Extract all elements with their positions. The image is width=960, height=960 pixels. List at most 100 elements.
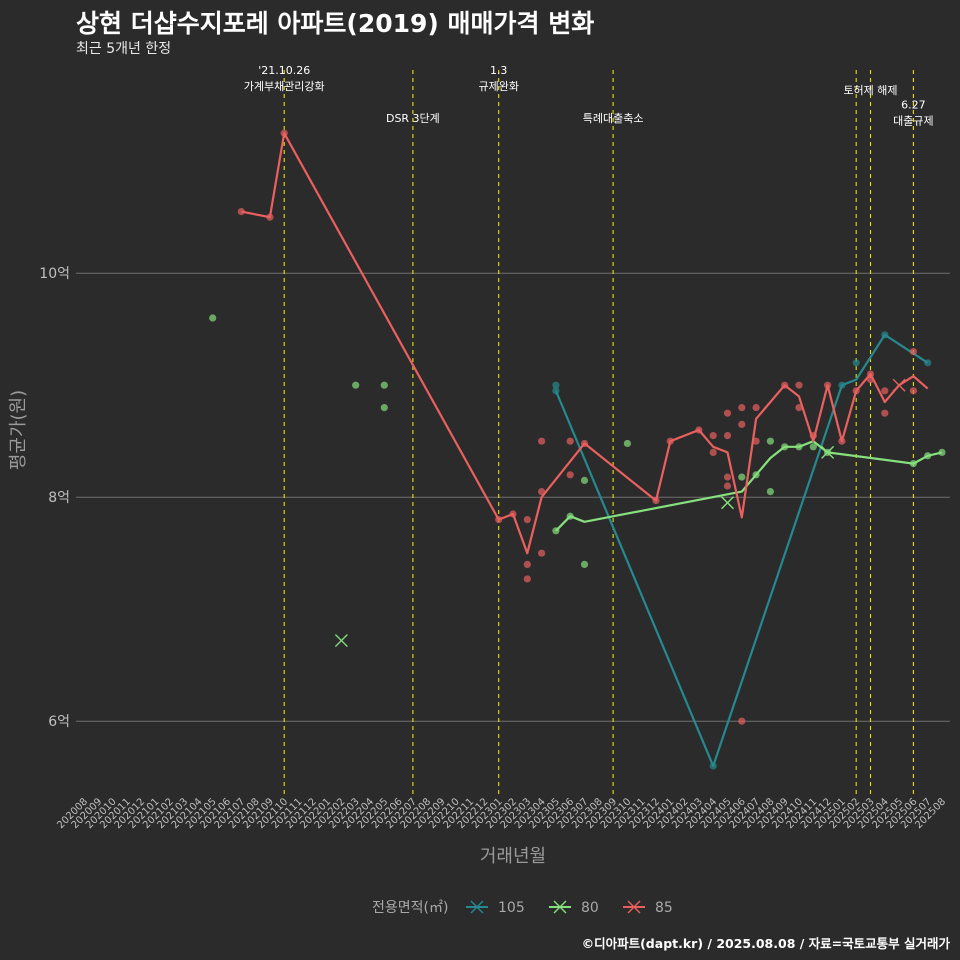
data-point-80	[795, 443, 803, 451]
data-point-80	[738, 473, 746, 481]
data-point-85	[723, 432, 732, 440]
data-point-85	[523, 516, 531, 524]
chart-title: 상현 더샵수지포레 아파트(2019) 매매가격 변화	[76, 9, 595, 38]
annotation-label: 대출규제	[893, 115, 933, 128]
data-point-80	[781, 443, 789, 451]
data-point-85	[852, 387, 860, 395]
legend: 전용면적(㎡) 105 80 85	[372, 900, 673, 916]
data-point-80	[924, 452, 932, 460]
data-point-85	[652, 496, 660, 505]
data-point-80	[380, 381, 388, 389]
data-point-85	[695, 426, 703, 434]
source-caption: ©디아파트(dapt.kr) / 2025.08.08 / 자료=국토교통부 실…	[581, 936, 950, 951]
x-axis-title: 거래년월	[480, 846, 546, 867]
data-point-105	[881, 331, 889, 339]
data-point-85	[538, 488, 546, 496]
data-point-80	[809, 443, 817, 451]
data-point-105	[852, 359, 860, 367]
legend-label: 105	[498, 900, 525, 916]
data-point-85	[752, 437, 760, 445]
data-point-85	[566, 437, 574, 445]
data-point-85	[824, 381, 832, 389]
x-marker-80	[721, 496, 734, 510]
annotation-label: DSR 3단계	[386, 112, 440, 125]
annotation-label: 토허제 해제	[843, 83, 897, 97]
data-point-105	[552, 387, 560, 395]
data-point-85	[266, 213, 274, 221]
data-point-85	[795, 404, 803, 412]
data-point-80	[938, 448, 946, 456]
legend-item-105: 105	[466, 900, 525, 916]
legend-label: 80	[581, 900, 599, 916]
data-point-80	[209, 314, 217, 322]
annotation-label: 1.3	[490, 64, 508, 77]
data-point-85	[280, 129, 288, 137]
data-point-80	[580, 560, 589, 569]
data-point-80	[352, 381, 360, 389]
data-point-85	[809, 432, 817, 440]
data-point-85	[781, 381, 789, 389]
data-point-85	[866, 376, 875, 384]
y-tick-label: 8억	[48, 490, 70, 506]
data-point-105	[709, 762, 717, 770]
data-point-80	[380, 404, 388, 412]
data-point-85	[509, 510, 517, 518]
data-point-85	[709, 432, 717, 440]
data-point-85	[523, 560, 531, 569]
series-line-105	[554, 333, 929, 768]
data-point-85	[881, 409, 889, 417]
y-tick-label: 10억	[39, 266, 70, 282]
data-point-80	[580, 476, 589, 484]
data-point-80	[752, 471, 760, 479]
data-point-85	[909, 348, 918, 356]
annotation-label: '21.10.26	[258, 64, 310, 77]
data-point-85	[723, 409, 732, 417]
data-point-80	[552, 527, 560, 535]
data-point-85	[738, 404, 746, 412]
data-point-85	[495, 516, 503, 524]
legend-item-80: 80	[549, 900, 599, 916]
data-point-105	[838, 381, 846, 389]
data-point-85	[566, 471, 574, 479]
data-point-85	[752, 404, 760, 412]
data-point-80	[766, 488, 775, 496]
x-marker-80	[334, 634, 348, 648]
data-point-85	[881, 387, 889, 395]
series-line-80	[555, 440, 943, 532]
annotation-label: 가계부채관리강화	[244, 80, 325, 93]
data-point-80	[766, 437, 775, 445]
legend-title: 전용면적(㎡)	[372, 900, 448, 916]
data-point-85	[237, 208, 245, 216]
data-point-85	[866, 370, 875, 378]
annotation-label: 6.27	[901, 99, 926, 112]
data-point-85	[538, 437, 546, 445]
annotation-label: 규제완화	[478, 80, 518, 93]
data-point-85	[709, 448, 717, 456]
data-point-85	[909, 387, 918, 395]
chart-subtitle: 최근 5개년 한정	[76, 41, 172, 57]
x-marker-85	[892, 378, 906, 392]
data-point-85	[666, 437, 674, 445]
data-point-85	[538, 549, 546, 557]
data-point-85	[738, 717, 746, 725]
data-point-85	[523, 575, 531, 583]
annotation-label: 특례대출축소	[583, 112, 644, 125]
series-line-85	[241, 132, 929, 555]
data-point-85	[723, 473, 732, 481]
legend-item-85: 85	[623, 900, 673, 916]
data-point-80	[909, 460, 918, 468]
y-tick-label: 6억	[48, 714, 70, 730]
data-point-85	[795, 381, 803, 389]
y-axis-title: 평균가(원)	[8, 390, 29, 470]
data-point-85	[580, 439, 589, 448]
data-point-85	[838, 437, 846, 445]
data-point-85	[723, 482, 732, 490]
data-point-105	[552, 381, 560, 389]
data-point-85	[738, 420, 746, 428]
data-point-80	[566, 512, 574, 520]
data-point-105	[924, 359, 932, 367]
data-point-80	[623, 439, 632, 448]
x-marker-80	[821, 445, 835, 459]
